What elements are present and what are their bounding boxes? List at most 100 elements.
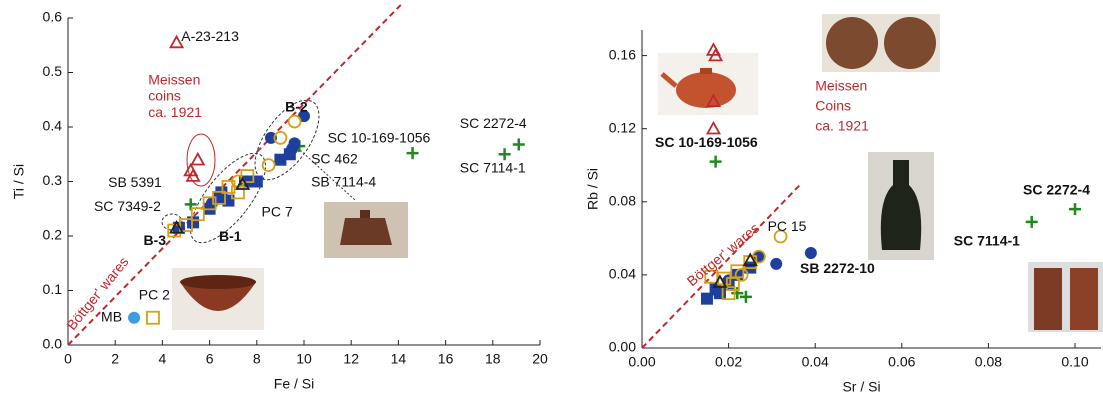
- x-tick-label: 2: [111, 351, 119, 367]
- y-tick-label: 0.08: [609, 192, 636, 208]
- point: [187, 216, 200, 229]
- point: [261, 158, 276, 173]
- y-axis-label: Ti / Si: [11, 164, 27, 199]
- y-tick-label: 0.00: [609, 339, 636, 355]
- y-tick-label: 0.5: [43, 63, 63, 79]
- x-tick-label: 0.04: [802, 354, 829, 370]
- annotation: B-3: [144, 232, 167, 248]
- point: [721, 286, 736, 301]
- y-tick-label: 0.2: [43, 227, 63, 243]
- point: [128, 311, 141, 324]
- annotation: PC 2: [139, 287, 170, 303]
- point: [739, 290, 752, 303]
- x-axis-label: Fe / Si: [274, 376, 314, 392]
- annotation: SC 462: [311, 150, 358, 166]
- point: [264, 131, 277, 144]
- point: [235, 176, 251, 190]
- point: [752, 249, 766, 264]
- x-tick-label: 14: [391, 351, 407, 367]
- point: [770, 257, 783, 270]
- point: [1025, 215, 1038, 228]
- point: [274, 153, 287, 166]
- annotation: ca. 1921: [148, 104, 202, 120]
- y-tick-label: 0.4: [43, 118, 63, 134]
- point: [146, 310, 160, 325]
- x-tick-label: 0.10: [1061, 354, 1088, 370]
- photo-vases: [1028, 262, 1103, 332]
- reference-line: [641, 184, 801, 349]
- annotation: A-23-213: [181, 28, 239, 44]
- point: [700, 292, 713, 305]
- annotation: SC 7114-1: [460, 160, 526, 176]
- x-tick-label: 18: [485, 351, 501, 367]
- x-tick-label: 0.06: [888, 354, 915, 370]
- point: [185, 168, 201, 182]
- annotation: PC 7: [262, 203, 293, 219]
- point: [705, 93, 721, 107]
- y-axis-label: Rb / Si: [585, 168, 601, 210]
- point: [190, 207, 205, 222]
- point: [1069, 203, 1082, 216]
- point: [169, 34, 185, 49]
- x-tick-label: 10: [296, 351, 312, 367]
- annotation: SB 5391: [108, 174, 162, 190]
- annotation: Coins: [815, 97, 851, 113]
- x-tick-label: 8: [253, 351, 261, 367]
- x-tick-label: 0: [64, 351, 72, 367]
- x-tick-label: 0.08: [975, 354, 1002, 370]
- annotation: SC 10-169-1056: [328, 130, 431, 146]
- x-tick-label: 0.00: [628, 354, 655, 370]
- outline: [254, 99, 320, 181]
- annotation: SC 7114-1: [954, 233, 1020, 249]
- point: [712, 274, 728, 288]
- point: [734, 267, 749, 282]
- annotation: SB 7114-4: [311, 173, 376, 189]
- point: [287, 114, 302, 129]
- x-tick-label: 12: [343, 351, 359, 367]
- point: [190, 151, 206, 166]
- point: [742, 252, 758, 266]
- point: [273, 130, 288, 145]
- point: [498, 148, 511, 161]
- photo-teapot: [324, 202, 408, 258]
- group-outlines: [161, 99, 356, 244]
- point: [250, 175, 263, 188]
- annotation: ca. 1921: [815, 118, 869, 134]
- annotation: Meissen: [148, 71, 200, 87]
- y-tick-label: 0.0: [43, 336, 63, 352]
- y-tick-label: 0.1: [43, 281, 63, 297]
- x-tick-label: 16: [438, 351, 454, 367]
- photo-coins: [822, 14, 940, 72]
- point: [804, 246, 817, 259]
- annotation: MB: [101, 308, 122, 324]
- outline: [190, 152, 266, 244]
- point: [169, 219, 185, 234]
- photo-bowl: [172, 268, 264, 330]
- y-tick-label: 0.3: [43, 172, 63, 188]
- annotation: PC 15: [768, 218, 807, 234]
- point: [288, 137, 301, 150]
- x-tick-label: 20: [532, 351, 548, 367]
- point: [184, 198, 197, 211]
- point: [704, 269, 719, 284]
- point: [212, 190, 226, 205]
- arrow: [299, 149, 356, 201]
- annotation: SC 7349-2: [94, 198, 161, 214]
- annotation: SC 2272-4: [460, 115, 527, 131]
- x-tick-label: 6: [206, 351, 214, 367]
- y-tick-label: 0.04: [609, 266, 636, 282]
- annotation: SC 10-169-1056: [655, 134, 758, 150]
- x-tick-label: 4: [159, 351, 167, 367]
- point: [730, 264, 745, 279]
- point: [708, 47, 724, 62]
- point: [512, 138, 525, 151]
- y-tick-label: 0.16: [609, 46, 636, 62]
- y-tick-label: 0.12: [609, 119, 636, 135]
- annotation: SB 2272-10: [800, 260, 875, 276]
- x-axis-label: Sr / Si: [842, 379, 880, 395]
- point: [773, 229, 788, 244]
- point: [709, 155, 722, 168]
- x-tick-label: 0.02: [715, 354, 742, 370]
- annotation: SC 2272-4: [1023, 182, 1090, 198]
